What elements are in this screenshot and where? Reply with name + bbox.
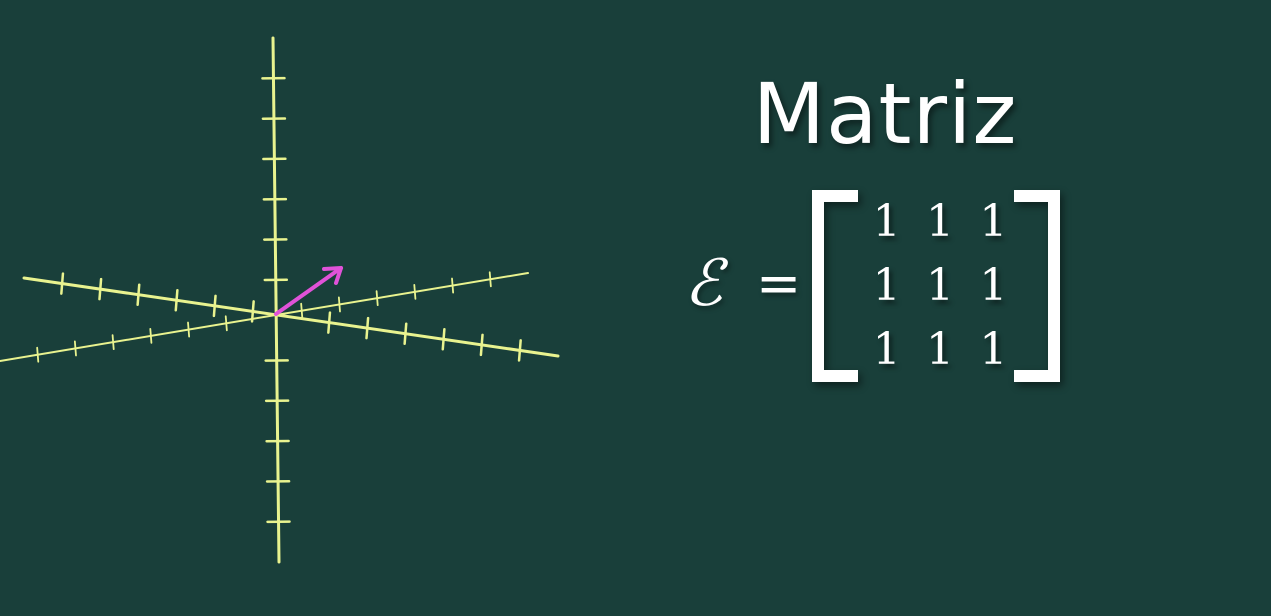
matrix: 1 1 1 1 1 1 1 1 1 bbox=[808, 190, 1064, 382]
matrix-cell: 1 bbox=[872, 324, 901, 375]
matrix-cell: 1 bbox=[979, 324, 1008, 375]
axis-tick bbox=[441, 328, 446, 351]
axis-tick bbox=[451, 277, 455, 294]
vector-layer bbox=[274, 266, 343, 316]
axis-tick bbox=[365, 316, 370, 340]
matrix-cell: 1 bbox=[925, 196, 954, 247]
axis-tick bbox=[337, 296, 341, 313]
matrix-brackets bbox=[812, 190, 1060, 382]
axis-tick bbox=[36, 346, 40, 363]
matrix-cell: 1 bbox=[925, 260, 954, 311]
axis-layer bbox=[0, 36, 560, 564]
axis-tick bbox=[488, 271, 492, 288]
matrix-symbol: ℰ bbox=[684, 247, 723, 321]
title: Matriz bbox=[752, 65, 1018, 163]
matrix-cell: 1 bbox=[979, 260, 1008, 311]
axis-tick bbox=[73, 340, 77, 357]
z-axis bbox=[0, 271, 529, 363]
axis-tick bbox=[174, 289, 179, 312]
axis-tick bbox=[375, 290, 379, 307]
matrix-cell: 1 bbox=[979, 196, 1008, 247]
vector-arrow-head-right bbox=[334, 266, 343, 285]
axis-tick bbox=[479, 333, 484, 357]
axis-tick bbox=[212, 294, 217, 318]
axis-tick bbox=[300, 302, 304, 319]
matrix-cell: 1 bbox=[872, 196, 901, 247]
axis-tick bbox=[187, 321, 191, 338]
left-bracket bbox=[812, 190, 858, 382]
axis-tick bbox=[224, 315, 228, 332]
y-axis-line bbox=[271, 36, 281, 564]
right-bracket bbox=[1014, 190, 1060, 382]
equals-sign: = bbox=[756, 252, 802, 315]
axis-tick bbox=[136, 283, 141, 306]
axis-tick bbox=[327, 311, 332, 334]
vector-arrow-head-left bbox=[322, 266, 343, 271]
axis-tick bbox=[517, 339, 522, 362]
axis-tick bbox=[413, 283, 417, 300]
matrix-cell: 1 bbox=[925, 324, 954, 375]
axis-tick bbox=[111, 334, 115, 351]
axis-tick bbox=[149, 327, 153, 344]
matrix-cells: 1 1 1 1 1 1 1 1 1 bbox=[860, 190, 1020, 382]
y-axis bbox=[261, 36, 291, 564]
z-axis-line bbox=[0, 272, 529, 362]
x-axis-line bbox=[22, 276, 560, 358]
axis-tick bbox=[98, 277, 103, 301]
x-axis bbox=[22, 272, 560, 362]
axis-tick bbox=[60, 272, 65, 295]
vector-arrow-shaft bbox=[274, 266, 343, 316]
matrix-cell: 1 bbox=[872, 260, 901, 311]
axis-tick bbox=[403, 322, 408, 345]
